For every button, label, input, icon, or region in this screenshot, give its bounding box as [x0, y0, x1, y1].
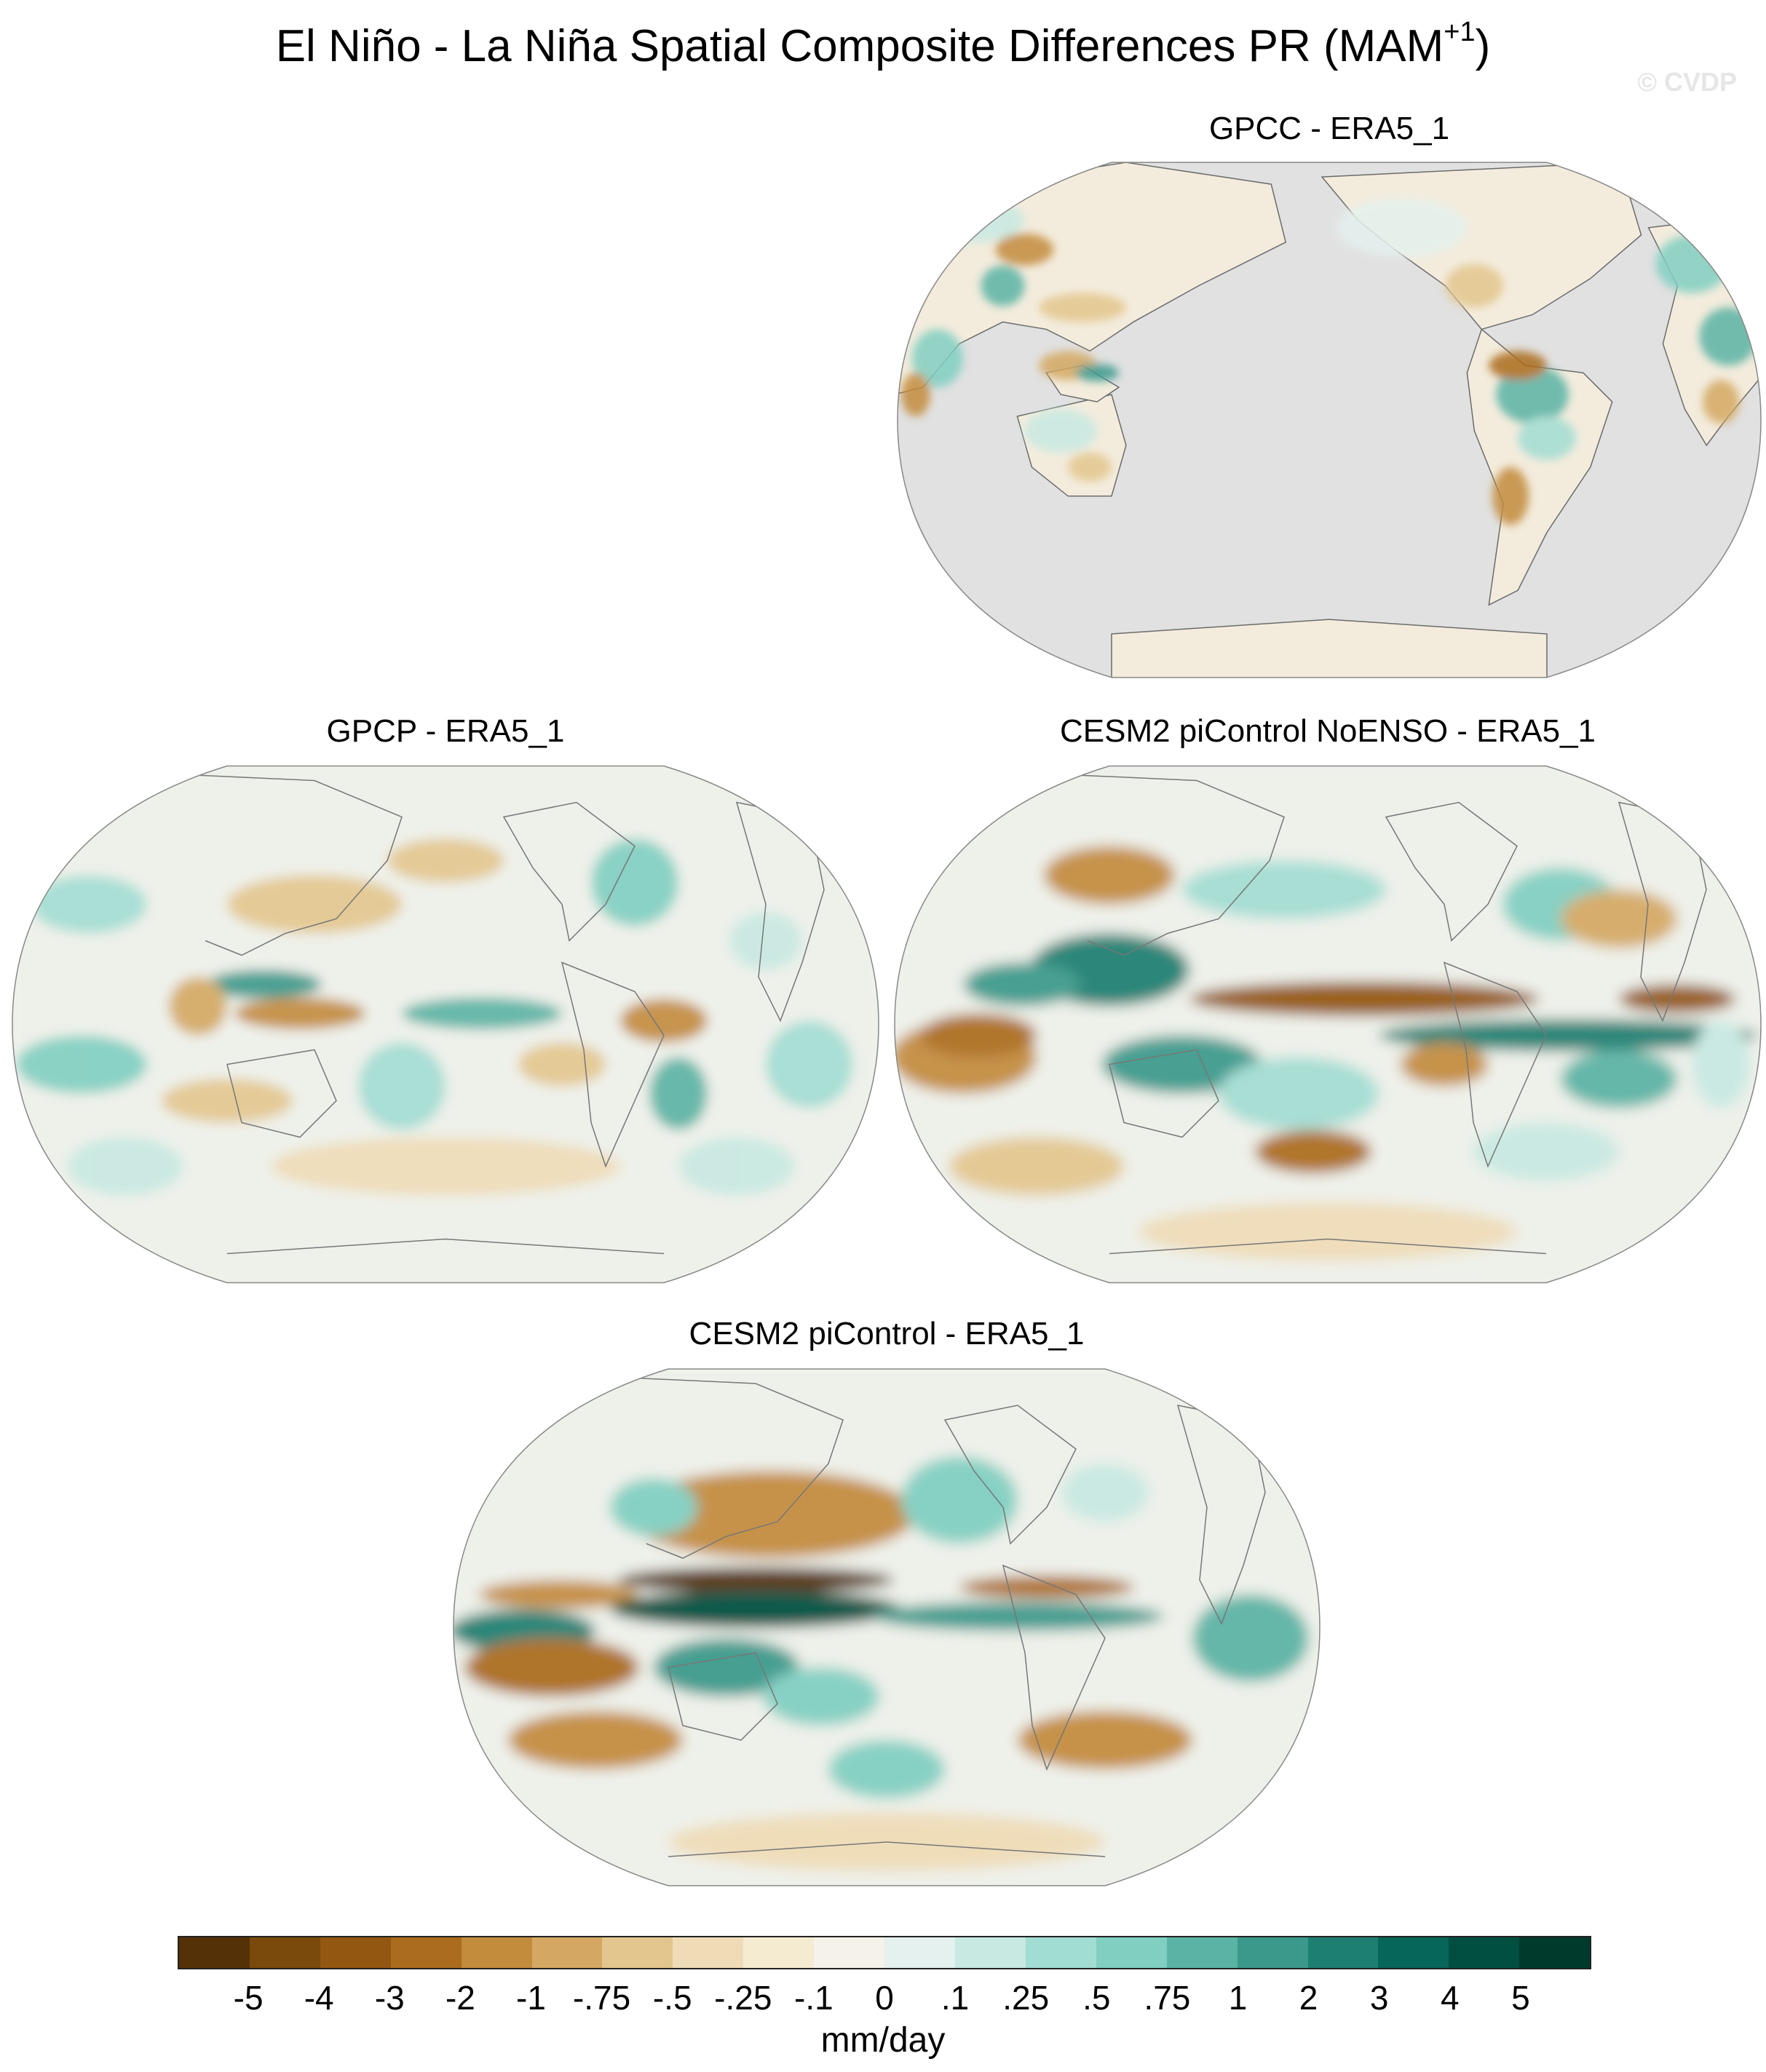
colorbar-segment [531, 1937, 603, 1968]
colorbar-segment [179, 1937, 250, 1968]
colorbar-segment [1237, 1937, 1308, 1968]
panel-title-gpcc: GPCC - ERA5_1 [1208, 111, 1450, 146]
colorbar-segment [743, 1937, 815, 1968]
colorbar-segment [249, 1937, 320, 1968]
map-gpcp [12, 765, 879, 1284]
colorbar-tick-label: -.75 [572, 1979, 631, 2017]
colorbar-tick-label: -4 [304, 1979, 334, 2017]
colorbar-tick-label: .5 [1082, 1979, 1111, 2017]
colorbar-tick-label: -3 [374, 1979, 405, 2017]
colorbar-tick-label: 5 [1511, 1979, 1530, 2017]
map-noenso [894, 765, 1762, 1284]
colorbar-tick-label: -.5 [652, 1979, 692, 2017]
colorbar-labels: -5 -4 -3 -2 -1 -.75 -.5 -.25 -.1 0 .1 .25 .5 .75 1 2 3 4 5 [178, 1978, 1591, 2022]
colorbar-segment [1519, 1937, 1591, 1968]
colorbar-segment [1378, 1937, 1449, 1968]
colorbar-tick-label: .1 [941, 1979, 970, 2017]
colorbar-segment [1096, 1937, 1167, 1968]
colorbar-tick-label: 4 [1441, 1979, 1460, 2017]
colorbar-segment [884, 1937, 955, 1968]
colorbar-segment [390, 1937, 462, 1968]
antarctica-land [1111, 619, 1548, 678]
colorbar-segment [1307, 1937, 1379, 1968]
panel-title-picontrol: CESM2 piControl - ERA5_1 [689, 1316, 1085, 1351]
colorbar-segment [1166, 1937, 1238, 1968]
map-gpcc [897, 162, 1762, 678]
colorbar-tick-label: -5 [233, 1979, 264, 2017]
colorbar-segment [814, 1937, 885, 1968]
colorbar-units: mm/day [820, 2021, 946, 2060]
colorbar-tick-label: 1 [1228, 1979, 1248, 2017]
colorbar-segment [954, 1937, 1026, 1968]
map-picontrol [453, 1368, 1320, 1886]
colorbar-tick-label: .25 [1002, 1979, 1050, 2017]
colorbar [178, 1936, 1591, 1969]
colorbar-tick-label: .75 [1144, 1979, 1191, 2017]
colorbar-segment [1025, 1937, 1096, 1968]
coastlines [595, 1376, 1266, 1857]
colorbar-tick-label: 0 [875, 1979, 894, 2017]
colorbar-tick-label: 2 [1299, 1979, 1318, 2017]
colorbar-segment [320, 1937, 391, 1968]
panel-title-gpcp: GPCP - ERA5_1 [326, 713, 565, 749]
colorbar-tick-label: -2 [445, 1979, 475, 2017]
colorbar-segment [602, 1937, 673, 1968]
panel-title-noenso: CESM2 piControl NoENSO - ERA5_1 [1059, 713, 1596, 749]
figure-title: El Niño - La Niña Spatial Composite Diff… [275, 17, 1491, 71]
colorbar-tick-label: 3 [1369, 1979, 1389, 2017]
colorbar-tick-label: -.25 [714, 1979, 772, 2017]
colorbar-tick-label: -.1 [794, 1979, 833, 2017]
colorbar-segment [1449, 1937, 1520, 1968]
colorbar-segment [461, 1937, 532, 1968]
cvdp-watermark: © CVDP [1637, 67, 1737, 97]
colorbar-segment [673, 1937, 744, 1968]
colorbar-tick-label: -1 [516, 1979, 546, 2017]
